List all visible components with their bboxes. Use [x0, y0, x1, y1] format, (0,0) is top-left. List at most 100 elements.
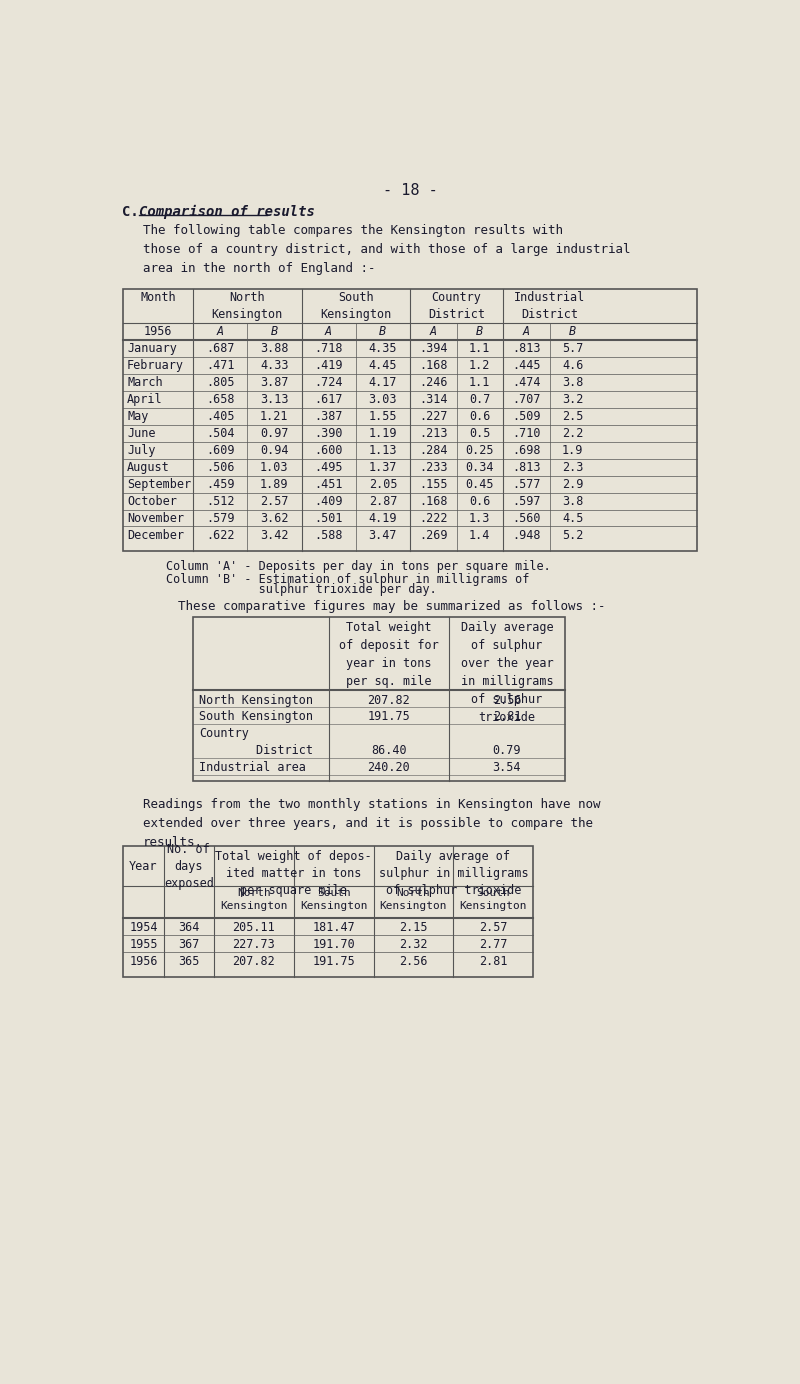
Text: 0.6: 0.6 — [469, 495, 490, 508]
Text: 1.89: 1.89 — [260, 477, 289, 491]
Text: 1.1: 1.1 — [469, 342, 490, 356]
Text: 2.3: 2.3 — [562, 461, 583, 473]
Text: February: February — [127, 360, 184, 372]
Text: B: B — [271, 325, 278, 339]
Text: 2.32: 2.32 — [399, 938, 428, 951]
Text: 0.34: 0.34 — [466, 461, 494, 473]
Text: .622: .622 — [206, 529, 234, 541]
Text: 1954: 1954 — [129, 922, 158, 934]
Text: B: B — [379, 325, 386, 339]
Text: 191.75: 191.75 — [312, 955, 355, 969]
Text: 4.33: 4.33 — [260, 360, 289, 372]
Text: Column 'A' - Deposits per day in tons per square mile.: Column 'A' - Deposits per day in tons pe… — [166, 561, 550, 573]
Text: 1.19: 1.19 — [369, 428, 397, 440]
Text: 2.81: 2.81 — [493, 710, 521, 724]
Text: 240.20: 240.20 — [367, 761, 410, 774]
Text: 1.4: 1.4 — [469, 529, 490, 541]
Text: .504: .504 — [206, 428, 234, 440]
Text: 0.6: 0.6 — [469, 410, 490, 424]
Text: .227: .227 — [419, 410, 447, 424]
Text: 1955: 1955 — [129, 938, 158, 951]
Text: Comparison of results: Comparison of results — [138, 205, 314, 219]
Text: .707: .707 — [512, 393, 541, 407]
Text: Month

1956: Month 1956 — [140, 291, 176, 338]
Text: 1.37: 1.37 — [369, 461, 397, 473]
Text: .168: .168 — [419, 360, 447, 372]
Text: .445: .445 — [512, 360, 541, 372]
Text: A: A — [522, 325, 530, 339]
Text: 0.7: 0.7 — [469, 393, 490, 407]
Text: 0.79: 0.79 — [493, 745, 521, 757]
Text: 2.81: 2.81 — [479, 955, 507, 969]
Text: .233: .233 — [419, 461, 447, 473]
Text: 2.15: 2.15 — [399, 922, 428, 934]
Text: .314: .314 — [419, 393, 447, 407]
Text: 2.87: 2.87 — [369, 495, 397, 508]
Text: North
Kensington: North Kensington — [212, 291, 283, 321]
Text: .501: .501 — [314, 512, 343, 525]
Text: .710: .710 — [512, 428, 541, 440]
Text: 207.82: 207.82 — [233, 955, 275, 969]
Text: .459: .459 — [206, 477, 234, 491]
Text: 3.8: 3.8 — [562, 376, 583, 389]
Text: - 18 -: - 18 - — [382, 183, 438, 198]
Text: 2.9: 2.9 — [562, 477, 583, 491]
Text: A: A — [430, 325, 437, 339]
Text: Daily average of
sulphur in milligrams
of sulphur trioxide: Daily average of sulphur in milligrams o… — [378, 850, 528, 897]
Bar — [123, 289, 697, 551]
Text: .284: .284 — [419, 444, 447, 457]
Text: 1.03: 1.03 — [260, 461, 289, 473]
Text: 3.62: 3.62 — [260, 512, 289, 525]
Text: .813: .813 — [512, 342, 541, 356]
Text: No. of
days
exposed: No. of days exposed — [164, 843, 214, 890]
Text: .451: .451 — [314, 477, 343, 491]
Text: .246: .246 — [419, 376, 447, 389]
Text: August: August — [127, 461, 170, 473]
Text: 227.73: 227.73 — [233, 938, 275, 951]
Text: 1.9: 1.9 — [562, 444, 583, 457]
Text: 2.57: 2.57 — [260, 495, 289, 508]
Text: 181.47: 181.47 — [312, 922, 355, 934]
Text: 1.3: 1.3 — [469, 512, 490, 525]
Text: 2.56: 2.56 — [399, 955, 428, 969]
Text: .509: .509 — [512, 410, 541, 424]
Text: South
Kensington: South Kensington — [459, 889, 527, 911]
Text: sulphur trioxide per day.: sulphur trioxide per day. — [166, 584, 437, 597]
Text: 86.40: 86.40 — [371, 745, 406, 757]
Text: 3.54: 3.54 — [493, 761, 521, 774]
Text: B: B — [476, 325, 483, 339]
Text: 2.57: 2.57 — [479, 922, 507, 934]
Text: 2.56: 2.56 — [493, 693, 521, 706]
Text: 3.13: 3.13 — [260, 393, 289, 407]
Text: October: October — [127, 495, 177, 508]
Text: 1956: 1956 — [129, 955, 158, 969]
Text: North
Kensington: North Kensington — [380, 889, 447, 911]
Text: .474: .474 — [512, 376, 541, 389]
Text: 2.5: 2.5 — [562, 410, 583, 424]
Text: .390: .390 — [314, 428, 343, 440]
Text: May: May — [127, 410, 149, 424]
Text: .600: .600 — [314, 444, 343, 457]
Text: North Kensington: North Kensington — [199, 693, 314, 706]
Text: .687: .687 — [206, 342, 234, 356]
Text: November: November — [127, 512, 184, 525]
Text: December: December — [127, 529, 184, 541]
Text: 4.45: 4.45 — [369, 360, 397, 372]
Text: .617: .617 — [314, 393, 343, 407]
Text: 0.94: 0.94 — [260, 444, 289, 457]
Text: .658: .658 — [206, 393, 234, 407]
Text: 4.5: 4.5 — [562, 512, 583, 525]
Text: Total weight of depos-
ited matter in tons
per square mile: Total weight of depos- ited matter in to… — [215, 850, 372, 897]
Text: March: March — [127, 376, 162, 389]
Text: .405: .405 — [206, 410, 234, 424]
Text: 3.8: 3.8 — [562, 495, 583, 508]
Text: .577: .577 — [512, 477, 541, 491]
Text: July: July — [127, 444, 156, 457]
Text: .597: .597 — [512, 495, 541, 508]
Text: Country: Country — [199, 728, 249, 740]
Text: A: A — [217, 325, 224, 339]
Text: 367: 367 — [178, 938, 199, 951]
Text: 2.77: 2.77 — [479, 938, 507, 951]
Text: 4.35: 4.35 — [369, 342, 397, 356]
Text: 191.75: 191.75 — [367, 710, 410, 724]
